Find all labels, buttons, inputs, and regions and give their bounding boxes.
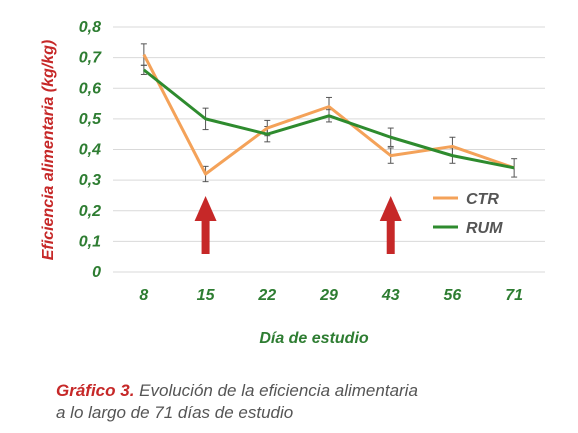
caption-line-1: Evolución de la eficiencia alimentaria [134,381,418,400]
y-tick-label: 0,8 [79,19,101,36]
y-tick-label: 0,6 [79,80,101,97]
y-tick-label: 0 [92,264,101,281]
y-axis-label: Eficiencia alimentaria (kg/kg) [40,40,57,261]
figure-caption: Gráfico 3. Evolución de la eficiencia al… [56,380,556,424]
x-tick-label: 56 [444,287,462,304]
legend-ctr-label: CTR [466,191,499,208]
y-tick-label: 0,7 [79,50,102,67]
caption-lead: Gráfico 3. [56,381,135,400]
x-tick-label: 71 [505,287,523,304]
y-tick-label: 0,3 [79,172,101,189]
x-tick-label: 8 [139,287,148,304]
x-tick-label: 22 [257,287,276,304]
series-line-rum [142,68,515,170]
x-tick-label: 43 [381,287,400,304]
legend-rum-label: RUM [466,220,503,237]
arrow-shaft [386,214,395,254]
series-line-ctr [142,53,515,176]
efficiency-line-chart: 00,10,20,30,40,50,60,70,8 8 15 22 29 43 56 71 … [40,19,545,347]
arrow-head [194,196,217,221]
y-axis-ticks: 0 0,1 0,2 0,3 0,4 0,5 0,6 0,7 0,8 [79,19,102,281]
y-tick-label: 0,1 [79,233,101,250]
y-tick-label: 0,5 [79,111,102,128]
arrow-head [379,196,402,221]
y-tick-label: 0,4 [79,142,101,159]
x-axis-label: Día de estudio [259,330,369,347]
y-tick-label: 0,2 [79,203,101,220]
legend: CTR RUM [433,191,503,237]
series-lines [142,53,515,176]
x-axis-ticks: 8 15 22 29 43 56 71 [139,287,523,304]
x-tick-label: 15 [197,287,216,304]
arrow-shaft [201,214,210,254]
x-tick-label: 29 [319,287,338,304]
caption-line-2: a lo largo de 71 días de estudio [56,403,294,422]
event-arrows [194,196,402,254]
